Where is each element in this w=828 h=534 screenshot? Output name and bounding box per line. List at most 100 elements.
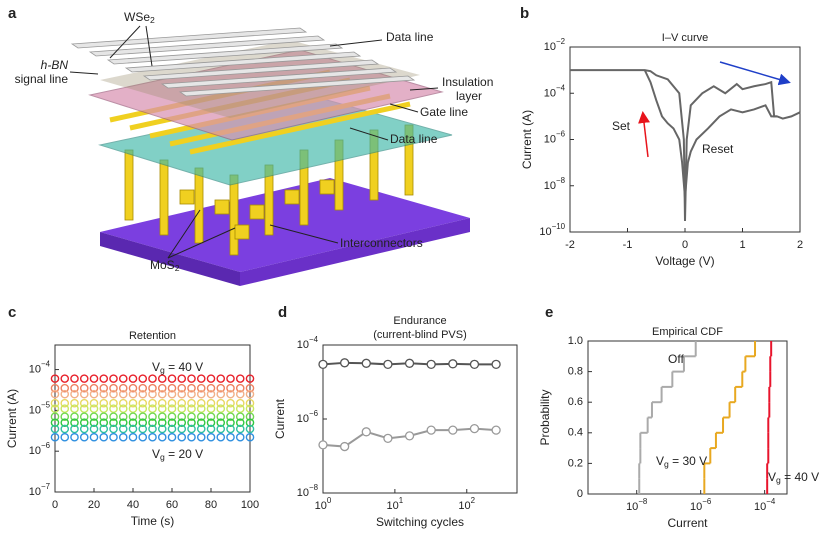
y-tick-label: 0 xyxy=(577,488,583,500)
plot-frame xyxy=(587,340,788,495)
data-point xyxy=(50,418,60,427)
data-point xyxy=(177,418,187,427)
data-point xyxy=(216,432,226,442)
y-tick-label: 10−2 xyxy=(544,37,565,53)
data-point xyxy=(128,424,138,434)
data-point xyxy=(491,425,501,435)
y-axis-label: Current (A) xyxy=(520,110,534,169)
data-point xyxy=(216,398,226,408)
substrate-side xyxy=(100,232,240,286)
data-point xyxy=(99,374,109,383)
y-tick-label: 10−10 xyxy=(539,222,565,238)
data-point xyxy=(491,359,501,369)
x-tick-label: 100 xyxy=(315,496,332,512)
data-point xyxy=(196,424,206,434)
data-point xyxy=(206,374,216,383)
data-point xyxy=(383,433,393,443)
data-point xyxy=(177,389,187,399)
y-tick-label: 10−6 xyxy=(29,441,51,457)
data-point xyxy=(79,398,89,408)
x-tick-label: 10−8 xyxy=(626,497,648,513)
data-point xyxy=(206,383,216,393)
data-point xyxy=(50,383,60,393)
x-tick-label: 100 xyxy=(241,499,259,511)
series-label: Vg = 30 V xyxy=(656,454,707,469)
data-point xyxy=(128,398,138,408)
data-point xyxy=(196,412,206,422)
data-point xyxy=(118,398,128,408)
data-point xyxy=(448,425,458,435)
data-point xyxy=(70,404,79,413)
data-point xyxy=(138,418,148,427)
data-point xyxy=(339,441,350,452)
y-tick-label: 0.4 xyxy=(568,427,583,439)
data-point xyxy=(148,383,157,393)
data-point xyxy=(187,404,196,413)
data-line xyxy=(643,69,777,198)
data-point xyxy=(109,374,118,383)
data-point xyxy=(128,383,138,393)
data-point xyxy=(318,440,328,450)
data-point xyxy=(109,389,118,399)
data-point xyxy=(79,432,89,442)
data-point xyxy=(226,418,235,427)
data-point xyxy=(206,404,216,413)
data-point xyxy=(235,383,245,393)
data-point xyxy=(109,398,118,408)
data-point xyxy=(167,383,177,393)
data-point xyxy=(383,359,393,369)
data-point xyxy=(177,432,187,442)
data-point xyxy=(167,404,177,413)
data-point xyxy=(89,374,99,383)
data-point xyxy=(79,412,89,422)
x-tick-label: 20 xyxy=(88,499,100,511)
series-label: Vg = 40 V xyxy=(768,470,819,485)
annotation: Set xyxy=(612,119,631,133)
data-point xyxy=(138,383,148,393)
data-point xyxy=(167,389,177,399)
y-tick-label: 10−6 xyxy=(297,409,319,425)
data-point xyxy=(50,389,60,399)
data-point xyxy=(226,398,235,408)
data-point xyxy=(235,432,245,442)
data-point xyxy=(167,412,177,422)
data-point xyxy=(128,404,138,413)
layer-label: h-BN xyxy=(41,58,69,72)
x-tick-label: 2 xyxy=(797,239,803,251)
panel-label: a xyxy=(8,5,17,22)
data-point xyxy=(89,398,99,408)
x-tick-label: 80 xyxy=(205,499,217,511)
data-point xyxy=(148,389,157,399)
data-point xyxy=(60,432,70,442)
x-axis-label: Switching cycles xyxy=(376,515,464,529)
data-point xyxy=(128,432,138,442)
data-point xyxy=(196,404,206,413)
substrate-side xyxy=(240,218,470,286)
data-point xyxy=(177,404,187,413)
annotation: Vg = 20 V xyxy=(152,447,203,462)
chart-title: I–V curve xyxy=(662,32,708,44)
data-point xyxy=(99,383,109,393)
data-point xyxy=(448,359,458,369)
data-point xyxy=(157,398,167,408)
data-point xyxy=(167,418,177,427)
data-point xyxy=(196,418,206,427)
data-point xyxy=(138,412,148,422)
panel-label: d xyxy=(278,304,287,321)
data-point xyxy=(196,383,206,393)
reset-arrow xyxy=(719,61,791,86)
data-point xyxy=(99,424,109,434)
data-point xyxy=(187,383,196,393)
layer-label: WSe2 xyxy=(124,10,155,25)
data-point xyxy=(70,418,79,427)
chart-subtitle: (current-blind PVS) xyxy=(373,329,467,341)
y-tick-label: 0.6 xyxy=(568,396,583,408)
x-tick-label: 60 xyxy=(166,499,178,511)
top-data-lines xyxy=(70,27,416,97)
data-point xyxy=(89,418,99,427)
data-point xyxy=(89,432,99,442)
y-tick-label: 10−4 xyxy=(297,335,319,351)
y-tick-label: 10−4 xyxy=(544,83,566,99)
plot-frame xyxy=(322,344,518,494)
